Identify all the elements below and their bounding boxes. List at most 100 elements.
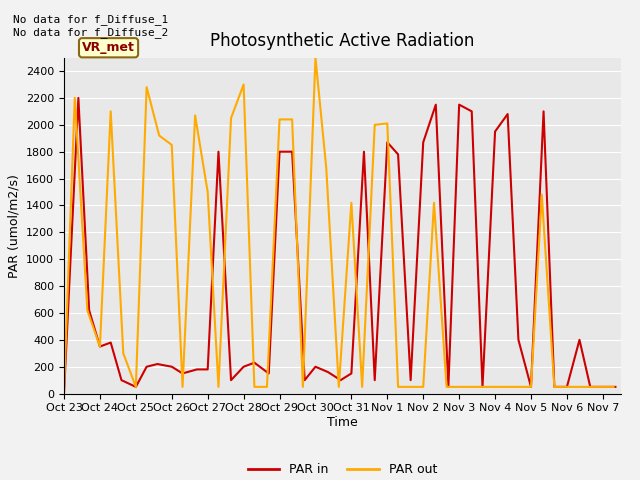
PAR out [394, 384, 402, 390]
PAR in [301, 377, 308, 383]
PAR out [263, 384, 271, 390]
PAR in [504, 111, 511, 117]
PAR in [432, 102, 440, 108]
PAR out [502, 384, 509, 390]
PAR in [132, 384, 140, 390]
PAR out [479, 384, 486, 390]
PAR out [538, 192, 546, 198]
PAR out [60, 388, 68, 394]
PAR in [60, 391, 68, 396]
PAR out [383, 120, 391, 126]
PAR in [154, 361, 161, 367]
PAR in [312, 364, 319, 370]
PAR in [276, 149, 284, 155]
PAR out [515, 384, 522, 390]
PAR out [96, 344, 104, 349]
PAR in [371, 377, 379, 383]
PAR out [599, 384, 607, 390]
PAR in [540, 108, 547, 114]
PAR in [419, 139, 427, 145]
PAR out [250, 384, 258, 390]
PAR out [191, 112, 199, 118]
PAR out [527, 384, 535, 390]
PAR in [96, 344, 104, 349]
PAR out [276, 117, 284, 122]
PAR in [74, 95, 82, 101]
PAR out [204, 189, 212, 195]
PAR in [445, 384, 452, 390]
PAR in [550, 384, 558, 390]
PAR out [107, 108, 115, 114]
PAR in [193, 367, 201, 372]
PAR in [143, 364, 150, 370]
Line: PAR in: PAR in [64, 98, 616, 394]
PAR in [288, 149, 296, 155]
PAR in [515, 337, 522, 343]
PAR out [240, 82, 248, 87]
Title: Photosynthetic Active Radiation: Photosynthetic Active Radiation [210, 33, 475, 50]
PAR out [143, 84, 150, 90]
PAR in [324, 369, 332, 375]
PAR in [563, 384, 571, 390]
PAR in [468, 108, 476, 114]
PAR out [335, 384, 342, 390]
Text: No data for f_Diffuse_1
No data for f_Diffuse_2: No data for f_Diffuse_1 No data for f_Di… [13, 14, 168, 38]
PAR in [586, 384, 594, 390]
PAR out [358, 384, 366, 390]
PAR out [120, 350, 127, 356]
PAR in [240, 364, 248, 370]
PAR out [407, 384, 415, 390]
PAR out [132, 384, 140, 390]
PAR in [612, 384, 620, 390]
PAR out [288, 117, 296, 122]
PAR out [574, 384, 582, 390]
PAR in [383, 139, 391, 145]
PAR in [527, 384, 535, 390]
Legend: PAR in, PAR out: PAR in, PAR out [243, 458, 442, 480]
PAR in [250, 360, 258, 366]
PAR out [466, 384, 474, 390]
PAR in [337, 377, 344, 383]
PAR out [586, 384, 594, 390]
PAR out [455, 384, 463, 390]
PAR out [563, 384, 571, 390]
X-axis label: Time: Time [327, 416, 358, 429]
PAR out [83, 307, 91, 313]
Text: VR_met: VR_met [82, 41, 135, 54]
PAR out [156, 132, 163, 138]
PAR in [348, 371, 355, 376]
PAR out [71, 95, 79, 101]
PAR in [360, 149, 368, 155]
PAR in [107, 340, 115, 346]
PAR out [168, 142, 175, 148]
PAR out [227, 115, 235, 121]
Y-axis label: PAR (umol/m2/s): PAR (umol/m2/s) [8, 174, 20, 277]
PAR in [118, 377, 125, 383]
PAR out [312, 55, 319, 60]
PAR in [265, 371, 273, 376]
PAR in [179, 371, 186, 376]
PAR in [479, 384, 486, 390]
PAR in [394, 152, 402, 157]
PAR in [599, 384, 607, 390]
Line: PAR out: PAR out [64, 58, 614, 391]
PAR out [492, 384, 499, 390]
PAR in [455, 102, 463, 108]
PAR in [168, 364, 175, 370]
PAR out [323, 165, 330, 171]
PAR in [204, 367, 212, 372]
PAR out [371, 122, 379, 128]
PAR out [610, 384, 618, 390]
PAR in [492, 129, 499, 134]
PAR in [85, 307, 93, 313]
PAR out [179, 384, 186, 390]
PAR out [214, 384, 222, 390]
PAR out [443, 384, 451, 390]
PAR out [550, 384, 558, 390]
PAR in [407, 377, 415, 383]
PAR in [575, 337, 583, 343]
PAR out [430, 200, 438, 205]
PAR out [348, 200, 355, 205]
PAR in [214, 149, 222, 155]
PAR out [419, 384, 427, 390]
